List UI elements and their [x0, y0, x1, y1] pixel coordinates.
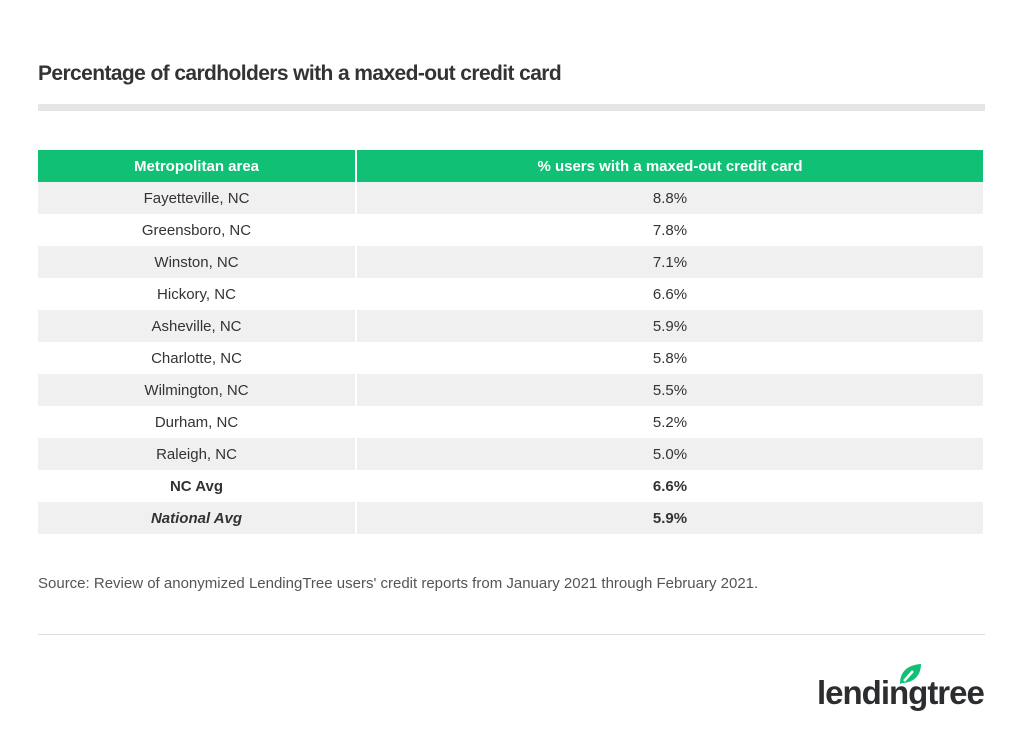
percent-cell: 7.8%	[356, 214, 983, 246]
page-title: Percentage of cardholders with a maxed-o…	[38, 62, 562, 85]
percent-cell: 5.2%	[356, 406, 983, 438]
area-cell: Wilmington, NC	[38, 374, 357, 406]
table-row: Asheville, NC 5.9%	[38, 310, 983, 342]
area-cell: Raleigh, NC	[38, 438, 357, 470]
leaf-icon	[900, 664, 921, 684]
table-header-row: Metropolitan area % users with a maxed-o…	[38, 150, 983, 182]
percent-cell: 8.8%	[356, 182, 983, 214]
table-row: Hickory, NC 6.6%	[38, 278, 983, 310]
table-row: Winston, NC 7.1%	[38, 246, 983, 278]
percent-cell: 5.9%	[356, 502, 983, 534]
source-note: Source: Review of anonymized LendingTree…	[38, 575, 759, 592]
table-row: Greensboro, NC 7.8%	[38, 214, 983, 246]
area-cell: Charlotte, NC	[38, 342, 357, 374]
table-row: NC Avg 6.6%	[38, 470, 983, 502]
percent-cell: 5.9%	[356, 310, 983, 342]
table-row: Charlotte, NC 5.8%	[38, 342, 983, 374]
table-row: Durham, NC 5.2%	[38, 406, 983, 438]
area-cell: National Avg	[38, 502, 357, 534]
area-cell: NC Avg	[38, 470, 357, 502]
percent-cell: 5.0%	[356, 438, 983, 470]
area-cell: Asheville, NC	[38, 310, 357, 342]
area-cell: Hickory, NC	[38, 278, 357, 310]
column-header: % users with a maxed-out credit card	[356, 150, 983, 182]
area-cell: Winston, NC	[38, 246, 357, 278]
table-row: Fayetteville, NC 8.8%	[38, 182, 983, 214]
data-table: Metropolitan area % users with a maxed-o…	[38, 150, 983, 534]
lendingtree-logo: lendingtree	[817, 662, 987, 714]
percent-cell: 6.6%	[356, 278, 983, 310]
percent-cell: 6.6%	[356, 470, 983, 502]
logo-wordmark: lendingtree	[817, 674, 985, 711]
divider-line	[38, 634, 985, 635]
area-cell: Fayetteville, NC	[38, 182, 357, 214]
table-row: National Avg 5.9%	[38, 502, 983, 534]
area-cell: Greensboro, NC	[38, 214, 357, 246]
percent-cell: 5.8%	[356, 342, 983, 374]
percent-cell: 5.5%	[356, 374, 983, 406]
column-header: Metropolitan area	[38, 150, 357, 182]
divider-bar	[38, 104, 985, 111]
area-cell: Durham, NC	[38, 406, 357, 438]
percent-cell: 7.1%	[356, 246, 983, 278]
table-row: Raleigh, NC 5.0%	[38, 438, 983, 470]
table-row: Wilmington, NC 5.5%	[38, 374, 983, 406]
